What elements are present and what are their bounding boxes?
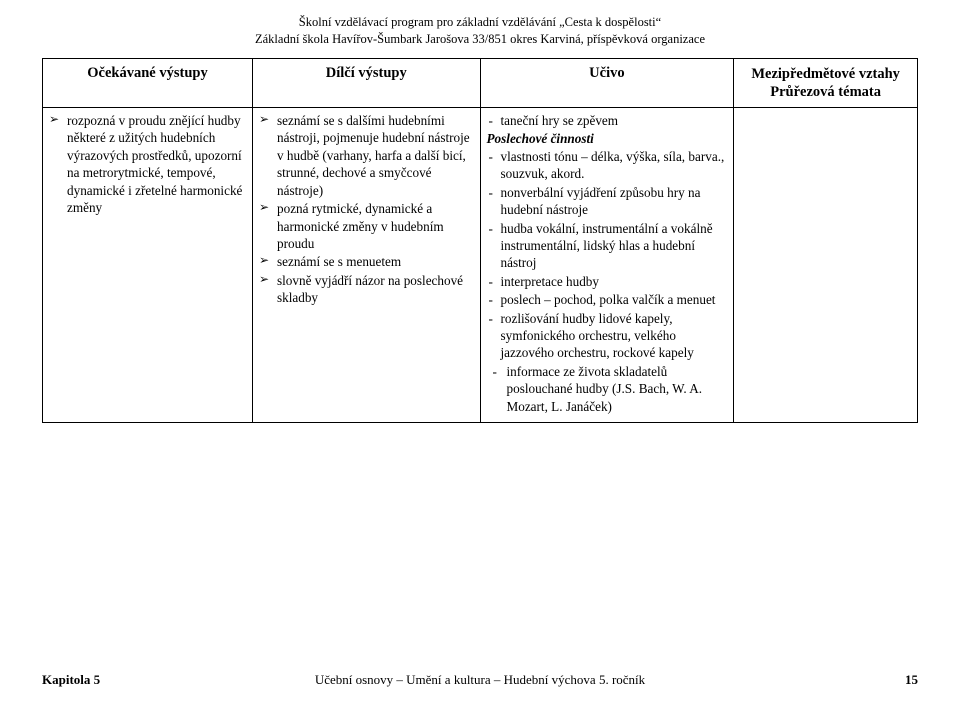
curriculum-list: vlastnosti tónu – délka, výška, síla, ba… [487,148,728,362]
list-item: seznámí se s dalšími hudebními nástroji,… [259,112,474,199]
cell-partial-outcomes: seznámí se s dalšími hudebními nástroji,… [253,108,481,423]
list-item: hudba vokální, instrumentální a vokálně … [487,220,728,272]
expected-outcomes-list: rozpozná v proudu znějící hudby některé … [49,112,246,217]
partial-outcomes-list: seznámí se s dalšími hudebními nástroji,… [259,112,474,307]
th-expected-outcomes: Očekávané výstupy [43,58,253,107]
list-item: taneční hry se zpěvem [487,112,728,129]
cell-expected-outcomes: rozpozná v proudu znějící hudby některé … [43,108,253,423]
header-line-1: Školní vzdělávací program pro základní v… [42,14,918,31]
curriculum-list-indented: informace ze života skladatelů posloucha… [487,363,728,415]
curriculum-subheading: Poslechové činnosti [487,130,728,147]
list-item: pozná rytmické, dynamické a harmonické z… [259,200,474,252]
curriculum-table: Očekávané výstupy Dílčí výstupy Učivo Me… [42,58,918,423]
list-item: vlastnosti tónu – délka, výška, síla, ba… [487,148,728,183]
th-cross-subject-line1: Mezipředmětové vztahy [751,66,900,82]
footer-title: Učební osnovy – Umění a kultura – Hudebn… [42,672,918,688]
th-curriculum: Učivo [480,58,734,107]
th-cross-subject: Mezipředmětové vztahy Průřezová témata [734,58,918,107]
cell-curriculum: taneční hry se zpěvem Poslechové činnost… [480,108,734,423]
page-header: Školní vzdělávací program pro základní v… [42,14,918,48]
th-cross-subject-line2: Průřezová témata [770,84,881,100]
page-footer: Kapitola 5 Učební osnovy – Umění a kultu… [42,672,918,688]
list-item: rozlišování hudby lidové kapely, symfoni… [487,310,728,362]
list-item: nonverbální vyjádření způsobu hry na hud… [487,184,728,219]
cell-cross-subject [734,108,918,423]
header-line-2: Základní škola Havířov-Šumbark Jarošova … [42,31,918,48]
list-item: poslech – pochod, polka valčík a menuet [487,291,728,308]
list-item: rozpozná v proudu znějící hudby některé … [49,112,246,217]
list-item: seznámí se s menuetem [259,253,474,270]
list-item: slovně vyjádří názor na poslechové sklad… [259,272,474,307]
table-header-row: Očekávané výstupy Dílčí výstupy Učivo Me… [43,58,918,107]
th-partial-outcomes: Dílčí výstupy [253,58,481,107]
list-item: informace ze života skladatelů posloucha… [487,363,728,415]
table-row: rozpozná v proudu znějící hudby některé … [43,108,918,423]
curriculum-pre-list: taneční hry se zpěvem [487,112,728,129]
list-item: interpretace hudby [487,273,728,290]
